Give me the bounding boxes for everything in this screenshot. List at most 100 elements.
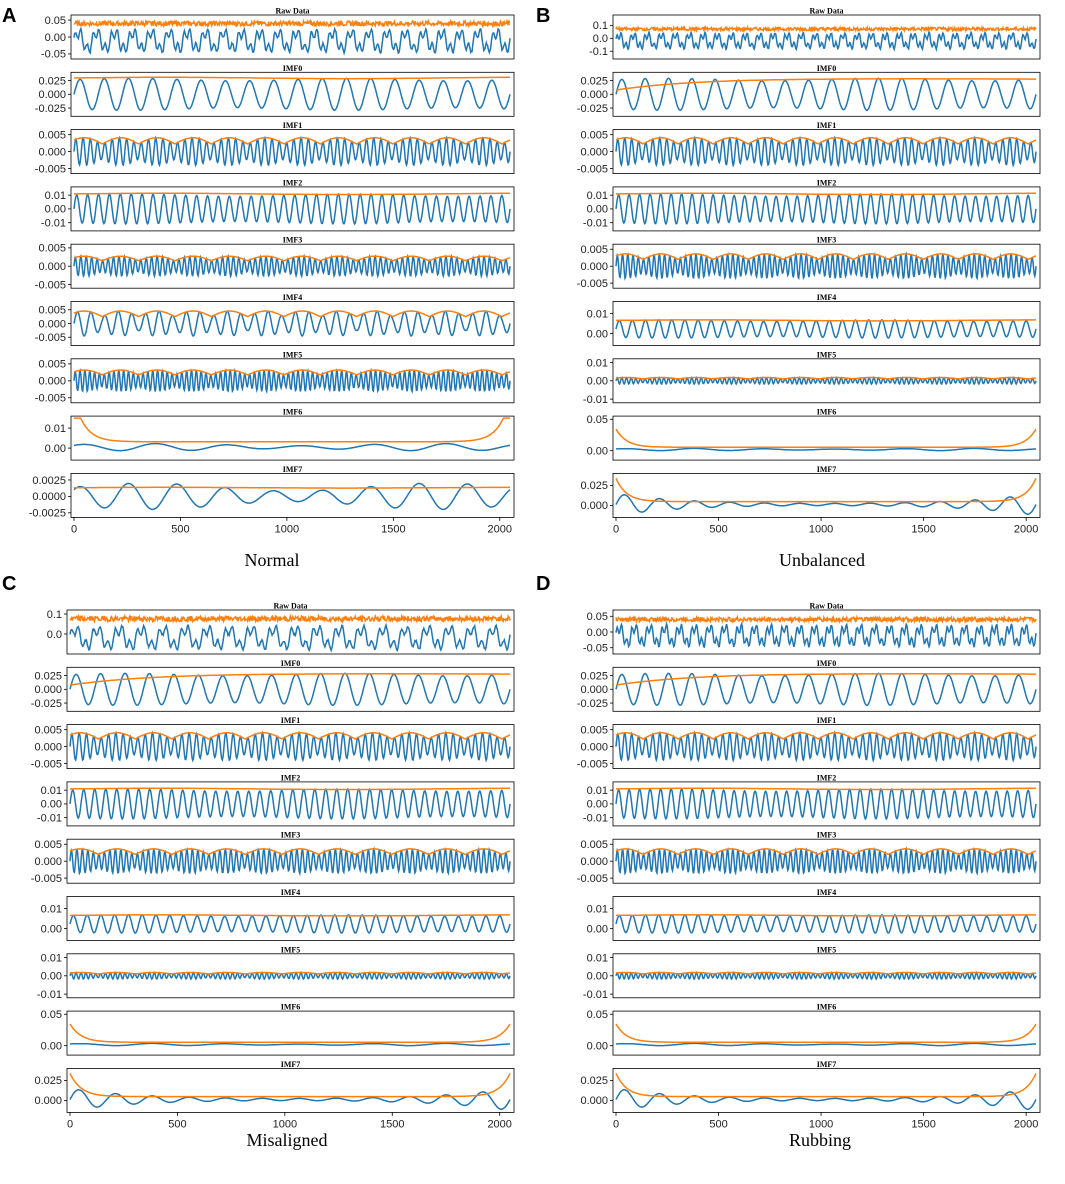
subplot-title: IMF0 — [281, 659, 301, 668]
subplot-raw-data: Raw Data 0.1 0.0 — [47, 602, 515, 655]
subplot-title: IMF1 — [281, 716, 301, 725]
signal-line — [615, 192, 1037, 226]
subplot-title: IMF6 — [817, 408, 837, 417]
signal-line — [73, 310, 511, 337]
x-tick-label: 0 — [613, 1118, 619, 1130]
subplot-imf3: IMF3 0.005 0.000 -0.005 — [31, 831, 515, 885]
signal-line — [615, 1042, 1036, 1047]
envelope-line — [73, 369, 511, 376]
subplot-title: IMF6 — [281, 1003, 301, 1012]
y-tick-label: 0.025 — [580, 75, 608, 87]
y-tick-label: 0.000 — [580, 856, 608, 868]
y-tick-label: 0.05 — [45, 15, 66, 27]
subplot-title: IMF3 — [817, 831, 837, 840]
envelope-line — [74, 417, 510, 443]
subplot-imf1: IMF1 0.005 0.000 -0.005 — [577, 121, 1041, 175]
signal-line — [615, 970, 1037, 981]
envelope-line — [616, 673, 1036, 686]
subplot-raw-data: Raw Data 0.05 0.00 -0.05 — [41, 7, 515, 61]
y-tick-label: 0.000 — [580, 684, 608, 696]
subplot-title: IMF4 — [817, 293, 837, 302]
subplot-title: IMF0 — [817, 64, 837, 73]
y-tick-label: 0.005 — [34, 724, 62, 736]
subplot-imf5: IMF5 0.01 0.00 -0.01 — [583, 350, 1041, 406]
y-tick-label: -0.01 — [37, 989, 62, 1001]
envelope-line — [69, 732, 511, 740]
envelope-line — [70, 787, 510, 791]
y-tick-label: -0.01 — [583, 394, 608, 406]
envelope-line — [616, 787, 1036, 791]
y-tick-label: 0.00 — [587, 923, 608, 935]
y-tick-label: 0.01 — [587, 952, 608, 964]
subplot-title: IMF5 — [281, 945, 301, 954]
signal-line — [73, 367, 511, 395]
y-tick-label: 0.025 — [34, 670, 62, 682]
subplot-title: IMF4 — [283, 293, 303, 302]
y-tick-label: -0.005 — [31, 758, 62, 770]
signal-line — [615, 375, 1037, 386]
subplot-imf2: IMF2 0.01 0.00-0.01 — [583, 773, 1041, 827]
subplot-imf4: IMF4 0.01 0.00 — [41, 888, 515, 941]
panel-b: B Unbalanced Raw Data 0.10.0-0.1 IMF0 0.025 0.… — [536, 5, 1041, 570]
y-tick-label: -0.025 — [31, 698, 62, 710]
x-tick-label: 1000 — [275, 523, 299, 535]
y-tick-label: -0.05 — [583, 643, 608, 655]
axes-frame — [612, 472, 1041, 518]
subplot-title: IMF1 — [817, 121, 837, 130]
axes-frame — [612, 1068, 1041, 1113]
y-tick-label: 0.00 — [41, 799, 62, 811]
subplot-title: IMF7 — [283, 465, 303, 474]
y-tick-label: 0.01 — [587, 785, 608, 797]
signal-line — [615, 29, 1037, 52]
subplot-title: IMF7 — [817, 1060, 837, 1069]
x-tick-label: 500 — [709, 523, 727, 535]
y-tick-label: 0.01 — [587, 308, 608, 320]
y-tick-label: 0.01 — [41, 952, 62, 964]
signal-line — [69, 1089, 511, 1110]
signal-line — [615, 787, 1037, 821]
y-tick-label: 0.00 — [45, 443, 66, 455]
envelope-line — [73, 18, 511, 29]
y-tick-label: 0.00 — [587, 971, 608, 983]
y-tick-label: 0.000 — [38, 89, 66, 101]
subplot-title: Raw Data — [810, 7, 844, 16]
y-tick-label: -0.01 — [583, 812, 608, 824]
subplot-title: IMF3 — [281, 831, 301, 840]
subplot-title: IMF4 — [281, 888, 301, 897]
axes-frame — [66, 1010, 515, 1056]
subplot-imf5: IMF5 0.01 0.00 -0.01 — [583, 945, 1041, 1001]
x-tick-label: 500 — [171, 523, 189, 535]
y-tick-label: -0.005 — [35, 332, 66, 344]
x-tick-label: 2000 — [487, 1118, 511, 1130]
signal-line — [73, 253, 511, 280]
signal-line — [615, 135, 1037, 168]
x-tick-label: 0 — [71, 523, 77, 535]
signal-line — [615, 318, 1037, 339]
y-tick-label: -0.025 — [577, 698, 608, 710]
panel-letter: B — [536, 5, 550, 27]
subplot-imf7: IMF7 0.025 0.000 0 500 1000 1500 2000 — [580, 465, 1041, 535]
y-tick-label: 0.00 — [45, 32, 66, 44]
y-tick-label: 0.005 — [34, 839, 62, 851]
subplot-raw-data: Raw Data 0.05 0.00 -0.05 — [583, 602, 1041, 655]
x-tick-label: 500 — [709, 1118, 727, 1130]
y-tick-label: -0.005 — [35, 279, 66, 291]
subplot-title: Raw Data — [276, 7, 310, 16]
y-tick-label: 0.01 — [587, 357, 608, 369]
y-tick-label: 0.05 — [41, 1009, 62, 1021]
signal-line — [73, 482, 511, 511]
axes-frame — [612, 1010, 1041, 1056]
subplot-imf2: IMF2 0.01 0.00-0.01 — [41, 178, 515, 232]
x-tick-label: 1500 — [911, 523, 935, 535]
y-tick-label: 0.00 — [41, 923, 62, 935]
y-tick-label: 0.025 — [34, 1075, 62, 1087]
subplot-title: IMF3 — [817, 236, 837, 245]
envelope-line — [615, 376, 1037, 380]
subplot-title: IMF1 — [817, 716, 837, 725]
subplot-title: IMF5 — [817, 945, 837, 954]
envelope-line — [70, 914, 510, 917]
signal-line — [615, 913, 1037, 934]
envelope-line — [615, 477, 1037, 503]
